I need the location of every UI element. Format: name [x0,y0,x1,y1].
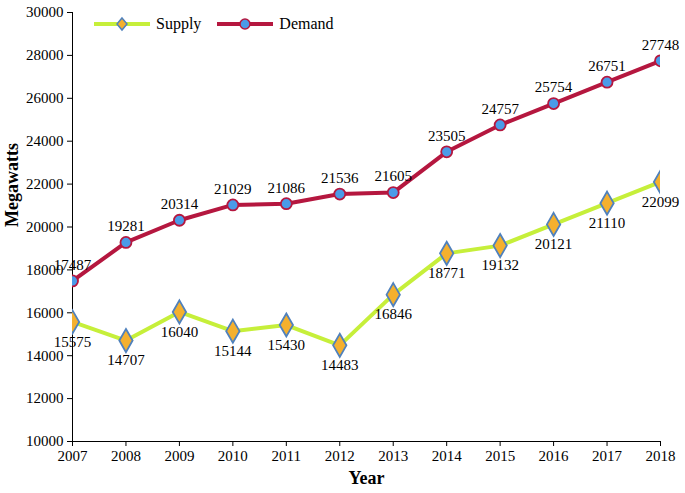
svg-text:17487: 17487 [54,257,92,273]
html-text:Demand: Demand [279,15,334,32]
svg-text:14707: 14707 [107,352,145,368]
svg-text:2016: 2016 [539,448,570,464]
svg-text:2013: 2013 [378,448,408,464]
svg-text:22099: 22099 [642,194,680,210]
svg-text:20314: 20314 [161,196,199,212]
svg-text:16846: 16846 [374,306,412,322]
svg-text:22000: 22000 [26,176,64,192]
svg-text:Megawatts: Megawatts [2,143,22,227]
svg-text:10000: 10000 [26,433,64,449]
svg-text:15430: 15430 [268,337,306,353]
svg-text:21605: 21605 [374,168,412,184]
svg-text:16000: 16000 [26,305,64,321]
svg-text:19281: 19281 [107,218,145,234]
svg-text:24000: 24000 [26,133,64,149]
svg-text:20000: 20000 [26,219,64,235]
svg-text:2009: 2009 [164,448,194,464]
svg-text:18000: 18000 [26,261,64,278]
svg-text:2007: 2007 [58,448,89,464]
svg-text:2010: 2010 [218,448,248,464]
svg-text:21029: 21029 [214,181,252,197]
svg-text:2008: 2008 [111,448,141,464]
svg-text:21110: 21110 [589,215,625,231]
svg-text:19132: 19132 [481,257,519,273]
svg-text:2018: 2018 [646,448,676,464]
svg-text:Year: Year [349,468,385,488]
svg-text:2012: 2012 [325,448,355,464]
svg-text:30000: 30000 [26,4,64,20]
svg-text:16040: 16040 [161,324,199,340]
svg-text:2017: 2017 [592,448,623,464]
svg-text:15144: 15144 [214,343,252,359]
svg-text:25754: 25754 [535,79,573,95]
svg-text:27748: 27748 [642,37,680,53]
svg-text:20121: 20121 [535,236,573,252]
svg-text:2015: 2015 [485,448,515,464]
svg-text:23505: 23505 [428,128,466,144]
svg-text:26751: 26751 [588,58,626,74]
svg-text:26000: 26000 [26,90,64,106]
svg-text:28000: 28000 [26,47,64,63]
svg-text:2014: 2014 [432,448,463,464]
svg-text:24757: 24757 [481,101,519,117]
svg-text:21086: 21086 [268,180,306,196]
svg-text:21536: 21536 [321,170,359,186]
svg-text:12000: 12000 [26,390,64,406]
svg-text:14483: 14483 [321,357,359,373]
svg-text:18771: 18771 [428,265,466,281]
html-text:Supply: Supply [156,15,202,32]
svg-text:2011: 2011 [272,448,301,464]
svg-text:15575: 15575 [54,334,92,350]
svg-text:14000: 14000 [26,348,64,364]
